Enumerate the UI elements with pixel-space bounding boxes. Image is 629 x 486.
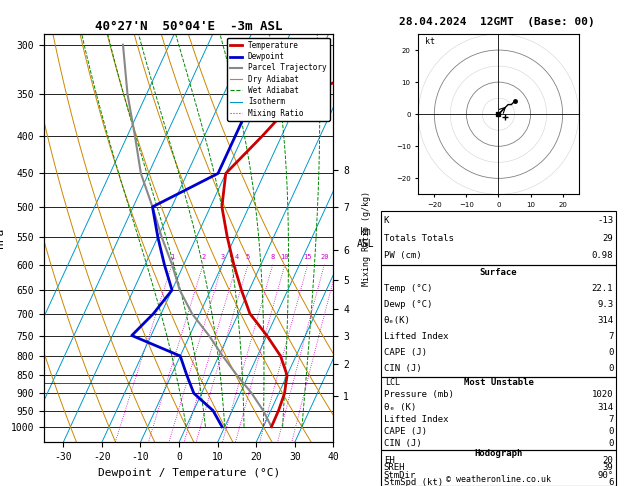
Text: 0: 0 — [608, 364, 613, 373]
Text: Most Unstable: Most Unstable — [464, 378, 533, 387]
Text: 9.3: 9.3 — [597, 300, 613, 309]
Text: Hodograph: Hodograph — [474, 449, 523, 458]
Text: θₑ (K): θₑ (K) — [384, 402, 416, 412]
Text: 90°: 90° — [597, 470, 613, 480]
Text: SREH: SREH — [384, 463, 405, 472]
Text: Totals Totals: Totals Totals — [384, 234, 454, 243]
Text: Pressure (mb): Pressure (mb) — [384, 390, 454, 399]
Text: 1: 1 — [170, 255, 174, 260]
Text: LCL: LCL — [386, 378, 401, 387]
Text: 39: 39 — [603, 463, 613, 472]
Text: 3: 3 — [220, 255, 225, 260]
Text: 2: 2 — [201, 255, 205, 260]
Text: θₑ(K): θₑ(K) — [384, 316, 411, 325]
Text: Dewp (°C): Dewp (°C) — [384, 300, 432, 309]
Text: 22.1: 22.1 — [592, 284, 613, 294]
Text: Temp (°C): Temp (°C) — [384, 284, 432, 294]
Text: 7: 7 — [608, 332, 613, 341]
Title: 40°27'N  50°04'E  -3m ASL: 40°27'N 50°04'E -3m ASL — [95, 20, 282, 33]
Text: Lifted Index: Lifted Index — [384, 415, 448, 424]
Text: 20: 20 — [320, 255, 328, 260]
Text: PW (cm): PW (cm) — [384, 251, 421, 260]
Legend: Temperature, Dewpoint, Parcel Trajectory, Dry Adiabat, Wet Adiabat, Isotherm, Mi: Temperature, Dewpoint, Parcel Trajectory… — [227, 38, 330, 121]
Text: 314: 314 — [597, 402, 613, 412]
Text: StmDir: StmDir — [384, 470, 416, 480]
X-axis label: Dewpoint / Temperature (°C): Dewpoint / Temperature (°C) — [97, 468, 280, 478]
Text: 15: 15 — [303, 255, 312, 260]
Text: Surface: Surface — [480, 268, 517, 278]
Text: 5: 5 — [246, 255, 250, 260]
Text: 28.04.2024  12GMT  (Base: 00): 28.04.2024 12GMT (Base: 00) — [399, 17, 595, 27]
Text: 10: 10 — [281, 255, 289, 260]
Text: CAPE (J): CAPE (J) — [384, 348, 426, 357]
Text: 29: 29 — [603, 234, 613, 243]
Text: 20: 20 — [603, 456, 613, 465]
Text: 7: 7 — [608, 415, 613, 424]
Text: 0: 0 — [608, 348, 613, 357]
Text: kt: kt — [425, 36, 435, 46]
Text: Lifted Index: Lifted Index — [384, 332, 448, 341]
Text: K: K — [384, 216, 389, 225]
Text: StmSpd (kt): StmSpd (kt) — [384, 478, 443, 486]
Text: 1020: 1020 — [592, 390, 613, 399]
Text: 0: 0 — [608, 439, 613, 448]
Y-axis label: km
ASL: km ASL — [357, 227, 374, 249]
Text: CIN (J): CIN (J) — [384, 439, 421, 448]
Text: 6: 6 — [608, 478, 613, 486]
Text: Mixing Ratio (g/kg): Mixing Ratio (g/kg) — [362, 191, 371, 286]
Text: CAPE (J): CAPE (J) — [384, 427, 426, 436]
Text: 314: 314 — [597, 316, 613, 325]
Text: -13: -13 — [597, 216, 613, 225]
Text: 0: 0 — [608, 427, 613, 436]
Text: © weatheronline.co.uk: © weatheronline.co.uk — [446, 474, 550, 484]
Text: 4: 4 — [235, 255, 239, 260]
Text: CIN (J): CIN (J) — [384, 364, 421, 373]
Text: EH: EH — [384, 456, 394, 465]
Text: 0.98: 0.98 — [592, 251, 613, 260]
Y-axis label: hPa: hPa — [0, 228, 5, 248]
Text: 8: 8 — [270, 255, 275, 260]
